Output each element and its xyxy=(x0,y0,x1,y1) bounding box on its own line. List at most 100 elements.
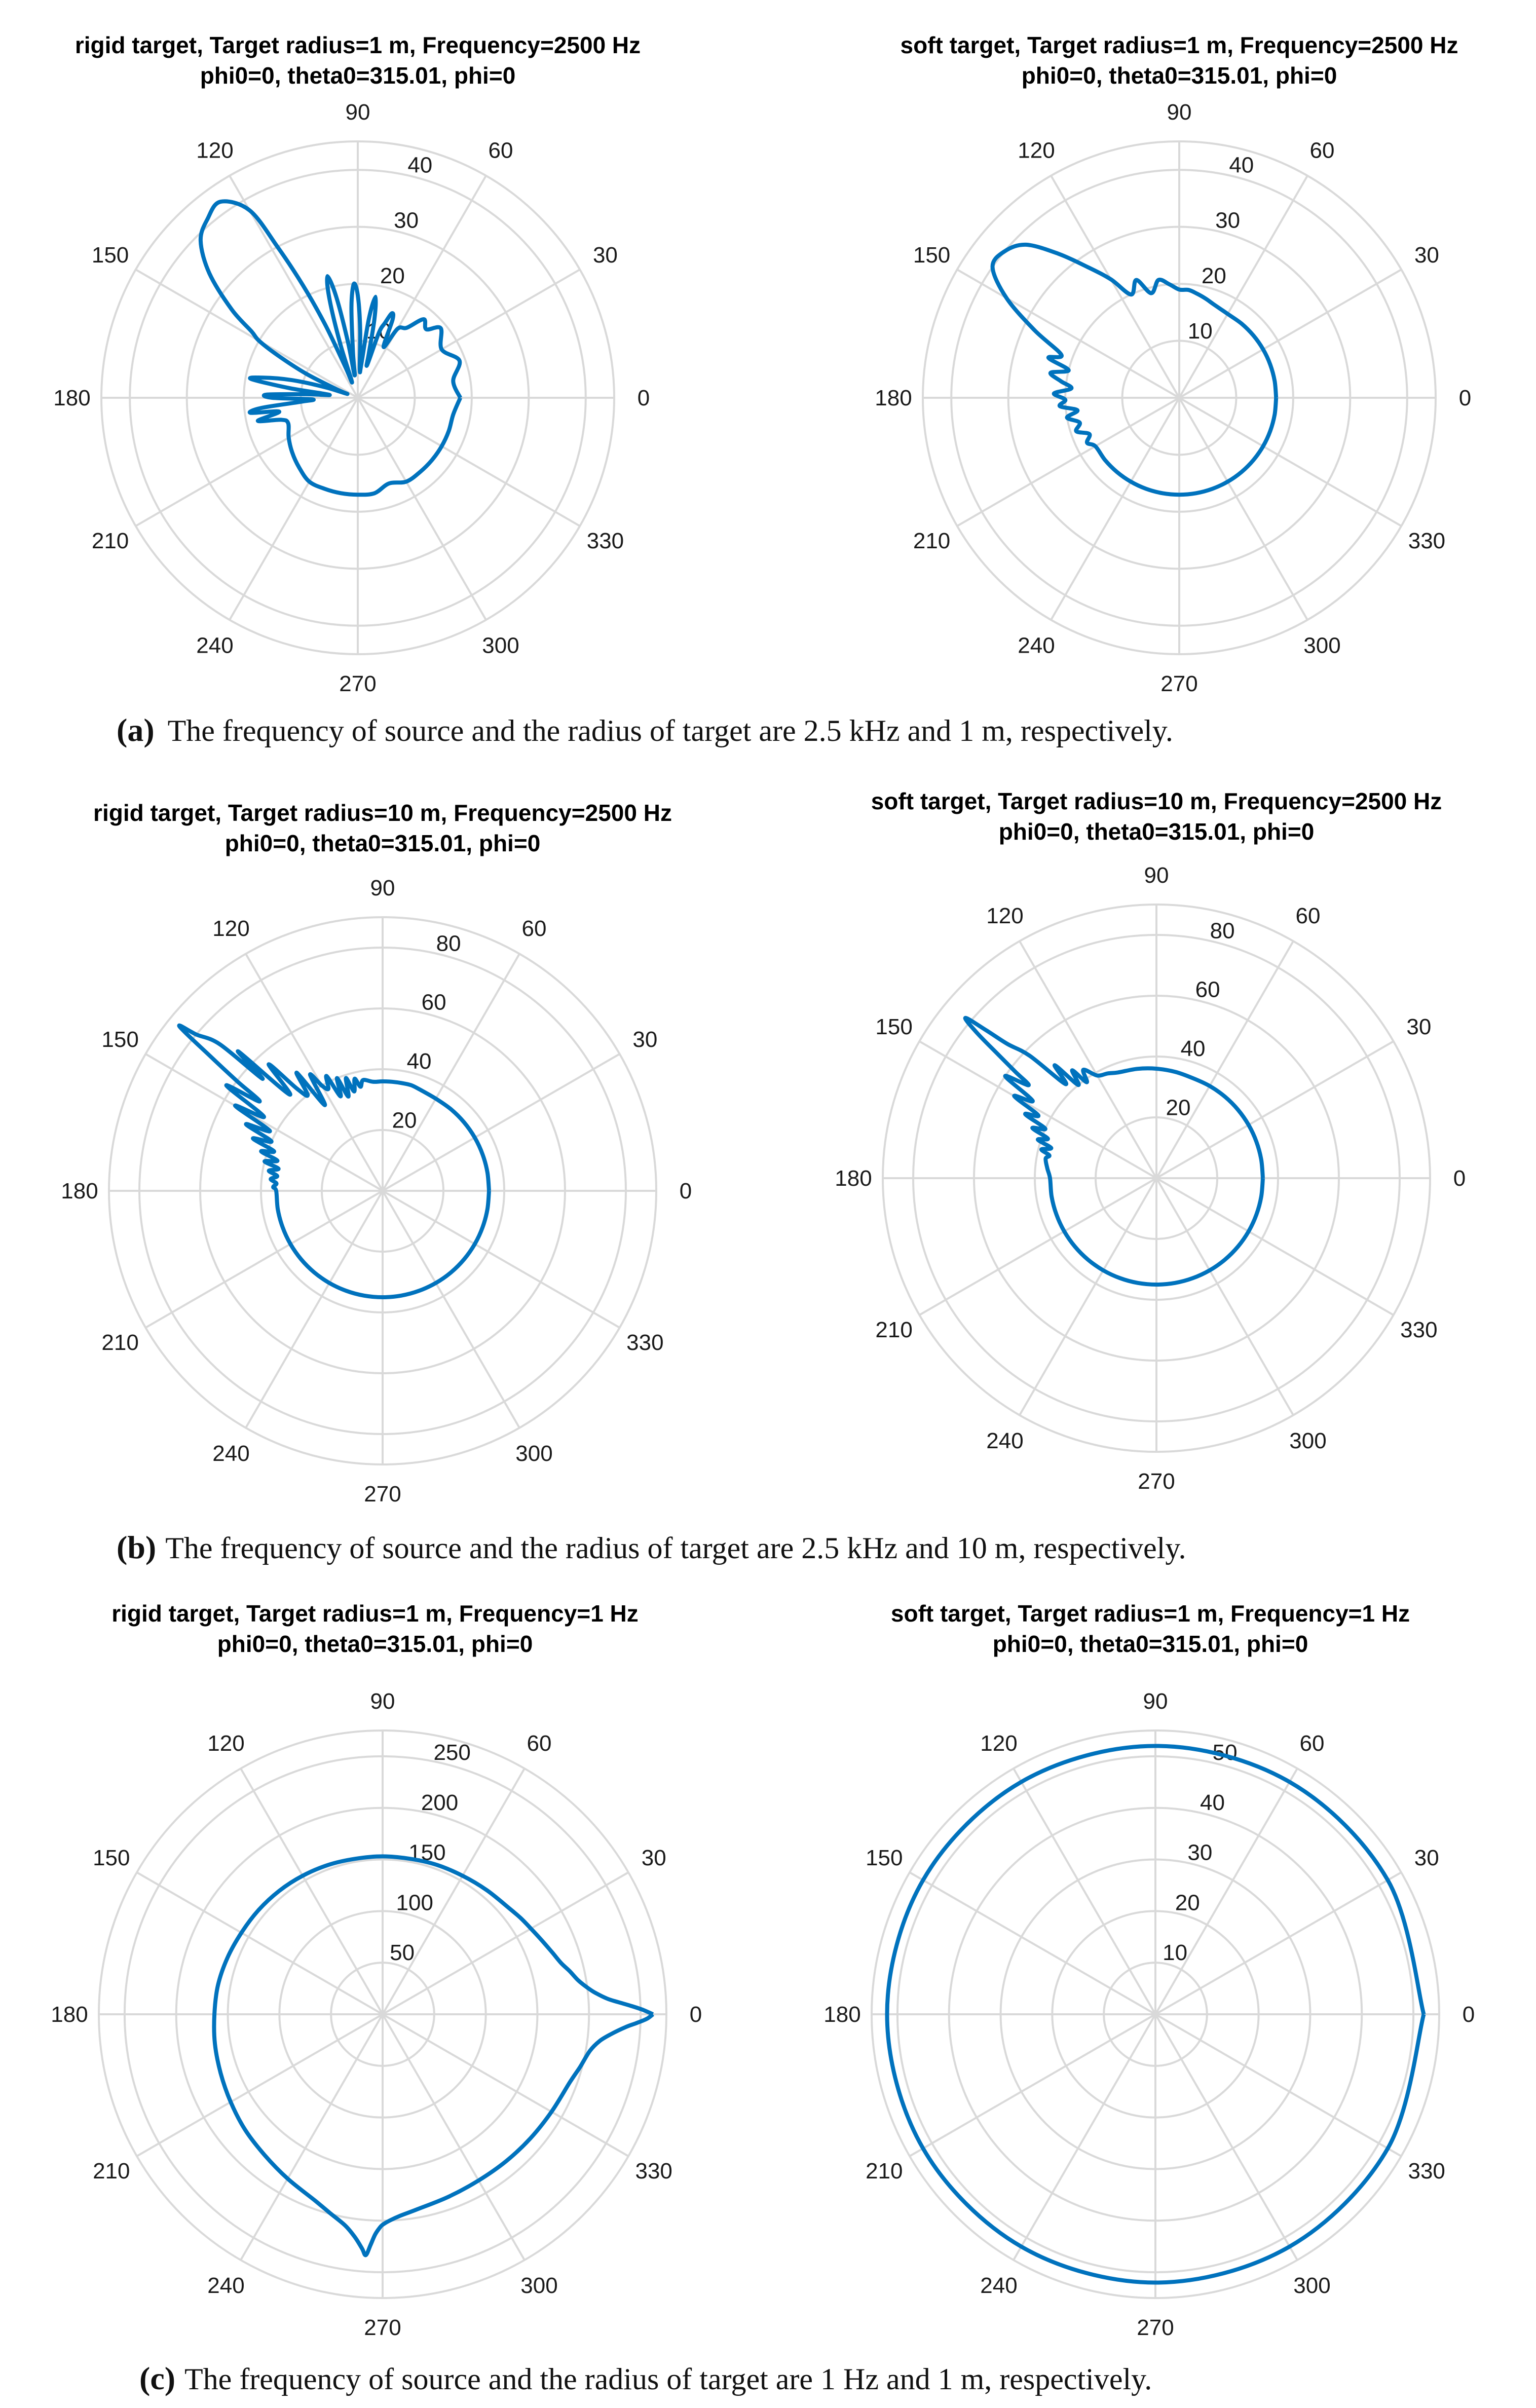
grid-spoke xyxy=(1050,175,1180,398)
radial-tick-label: 40 xyxy=(1229,153,1254,178)
radial-tick-label: 40 xyxy=(407,153,432,178)
grid-spoke xyxy=(1178,269,1402,399)
grid-spoke xyxy=(357,397,581,527)
angle-tick-label: 150 xyxy=(875,1014,912,1039)
angle-tick-label: 60 xyxy=(522,916,547,941)
angle-tick-label: 270 xyxy=(1160,671,1197,696)
angle-tick-label: 210 xyxy=(93,2159,130,2184)
angle-tick-label: 210 xyxy=(913,529,950,553)
grid-spoke xyxy=(382,1768,526,2015)
angle-tick-label: 60 xyxy=(1300,1731,1325,1756)
polar-grid xyxy=(98,1729,667,2299)
caption-b: (b) The frequency of source and the radi… xyxy=(117,1529,1186,1565)
radial-tick-labels: 20 40 60 80 xyxy=(392,931,461,1133)
grid-spoke xyxy=(1013,1768,1156,2015)
grid-spoke xyxy=(909,2013,1156,2157)
grid-spoke xyxy=(382,1871,629,2015)
caption-c: (c) The frequency of source and the radi… xyxy=(139,2360,1152,2396)
angle-tick-label: 180 xyxy=(835,1166,872,1191)
angle-tick-label: 240 xyxy=(207,2273,244,2298)
radial-tick-label: 60 xyxy=(1195,977,1220,1002)
polar-chart-a-rigid: rigid target, Target radius=1 m, Frequen… xyxy=(53,32,650,696)
radial-tick-label: 250 xyxy=(433,1740,470,1765)
radial-tick-label: 20 xyxy=(380,264,405,288)
grid-spoke xyxy=(382,2013,526,2261)
radial-tick-label: 10 xyxy=(1188,319,1213,344)
polar-grid xyxy=(882,904,1431,1453)
chart-title-line-2: phi0=0, theta0=315.01, phi=0 xyxy=(225,830,541,856)
grid-spoke xyxy=(145,1053,384,1192)
angle-tick-labels: 0 30 60 90 120 150 180 210 240 270 300 330 xyxy=(835,863,1466,1494)
grid-spoke xyxy=(1050,397,1180,621)
angle-tick-label: 120 xyxy=(1018,138,1055,163)
radial-tick-label: 100 xyxy=(396,1890,433,1915)
angle-tick-label: 300 xyxy=(482,633,519,658)
caption-a: (a) The frequency of source and the radi… xyxy=(117,712,1173,748)
grid-spoke xyxy=(382,1053,620,1192)
grid-spoke xyxy=(382,1190,520,1428)
chart-title-line-1: rigid target, Target radius=1 m, Frequen… xyxy=(75,32,641,58)
radial-tick-label: 200 xyxy=(421,1790,458,1815)
grid-spoke xyxy=(1154,2013,1402,2157)
data-series-line xyxy=(885,1744,1426,2285)
caption-letter: (a) xyxy=(117,712,155,748)
grid-spoke xyxy=(1156,1177,1394,1316)
radial-tick-label: 20 xyxy=(1175,1890,1200,1915)
angle-tick-label: 150 xyxy=(101,1027,138,1052)
angle-tick-label: 30 xyxy=(1414,243,1439,268)
grid-spoke xyxy=(240,2013,384,2261)
radial-tick-label: 60 xyxy=(422,990,446,1015)
angle-tick-label: 330 xyxy=(626,1330,663,1355)
angle-tick-label: 120 xyxy=(212,916,249,941)
radial-tick-labels: 20 40 60 80 xyxy=(1166,918,1235,1120)
angle-tick-label: 30 xyxy=(1414,1846,1439,1870)
angle-tick-label: 120 xyxy=(196,138,233,163)
radial-tick-label: 30 xyxy=(1215,208,1240,233)
polar-chart-b-soft: soft target, Target radius=10 m, Frequen… xyxy=(835,788,1466,1494)
chart-title-line-1: soft target, Target radius=1 m, Frequenc… xyxy=(901,32,1458,58)
caption-letter: (c) xyxy=(139,2360,175,2396)
angle-tick-label: 300 xyxy=(520,2273,557,2298)
grid-spoke xyxy=(1155,1178,1294,1416)
angle-tick-label: 300 xyxy=(1303,633,1340,658)
chart-title-line-1: soft target, Target radius=1 m, Frequenc… xyxy=(891,1600,1410,1627)
caption-letter: (b) xyxy=(117,1529,156,1565)
radial-tick-label: 30 xyxy=(1187,1840,1212,1865)
grid-spoke xyxy=(136,1871,384,2015)
angle-tick-label: 180 xyxy=(53,386,90,410)
polar-chart-c-rigid: rigid target, Target radius=1 m, Frequen… xyxy=(51,1600,702,2340)
radial-tick-label: 20 xyxy=(1166,1096,1191,1120)
angle-tick-label: 240 xyxy=(1018,633,1055,658)
angle-tick-label: 30 xyxy=(593,243,618,268)
polar-grid xyxy=(871,1729,1440,2299)
angle-tick-label: 150 xyxy=(93,1846,130,1870)
grid-spoke xyxy=(357,269,581,399)
radial-tick-label: 50 xyxy=(390,1940,415,1965)
angle-tick-label: 90 xyxy=(1144,863,1169,888)
angle-tick-label: 60 xyxy=(489,138,513,163)
grid-spoke xyxy=(357,175,487,398)
angle-tick-label: 210 xyxy=(101,1330,138,1355)
chart-title-line-1: rigid target, Target radius=1 m, Frequen… xyxy=(111,1600,639,1627)
angle-tick-label: 0 xyxy=(1463,2002,1475,2027)
data-series-line xyxy=(990,242,1279,497)
angle-tick-label: 30 xyxy=(632,1027,657,1052)
grid-spoke xyxy=(145,1190,384,1329)
polar-chart-c-soft: soft target, Target radius=1 m, Frequenc… xyxy=(823,1600,1475,2340)
grid-spoke xyxy=(382,1190,620,1329)
angle-tick-label: 0 xyxy=(680,1179,692,1203)
angle-tick-label: 120 xyxy=(207,1731,244,1756)
angle-tick-label: 0 xyxy=(690,2002,702,2027)
angle-tick-labels: 0 30 60 90 120 150 180 210 240 270 300 330 xyxy=(823,1689,1475,2340)
grid-spoke xyxy=(1178,175,1308,398)
polar-grid xyxy=(100,140,615,655)
angle-tick-label: 90 xyxy=(1167,100,1192,125)
angle-tick-label: 270 xyxy=(364,2315,401,2340)
grid-spoke xyxy=(1013,2013,1156,2261)
grid-spoke xyxy=(245,953,384,1192)
chart-title-line-2: phi0=0, theta0=315.01, phi=0 xyxy=(217,1631,533,1657)
grid-spoke xyxy=(229,397,359,621)
